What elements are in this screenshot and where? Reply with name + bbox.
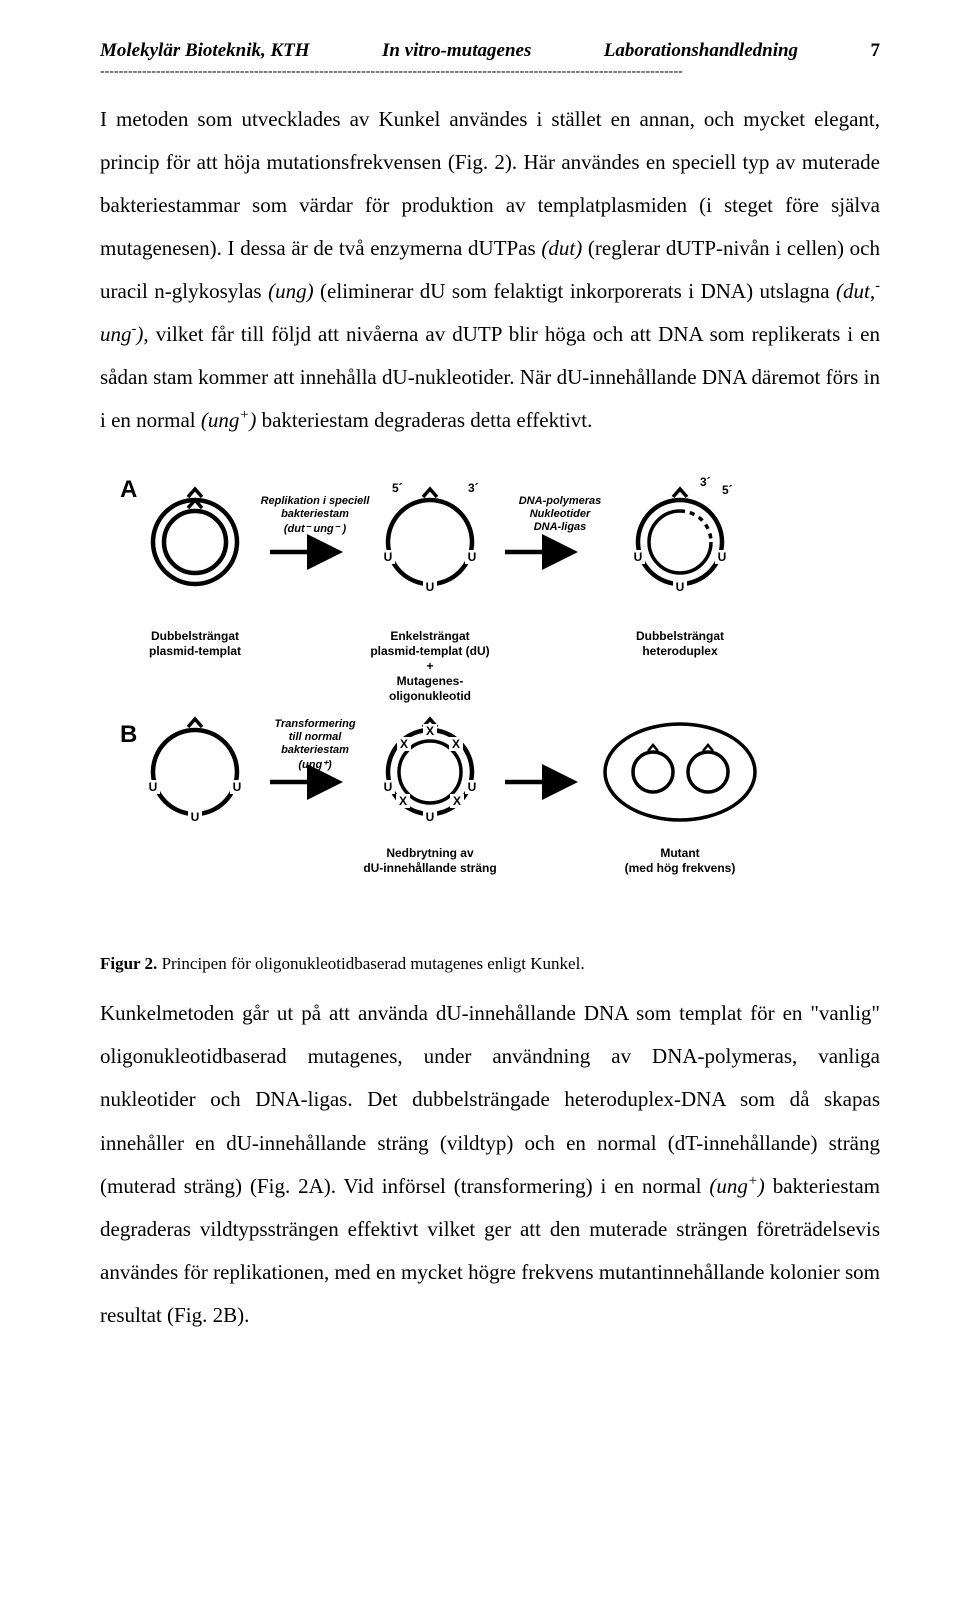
figure-2-svg: .ft { font-family: Arial, Helvetica, san…	[120, 472, 860, 942]
svg-text:dU-innehållande sträng: dU-innehållande sträng	[363, 861, 496, 875]
page: Molekylär Bioteknik, KTH In vitro-mutage…	[0, 0, 960, 1397]
caption-rest: Principen för oligonukleotidbaserad muta…	[157, 954, 584, 973]
svg-text:Dubbelsträngat: Dubbelsträngat	[636, 629, 724, 643]
svg-text:U: U	[718, 550, 727, 564]
page-header: Molekylär Bioteknik, KTH In vitro-mutage…	[100, 40, 880, 62]
figure-2-caption: Figur 2. Principen för oligonukleotidbas…	[100, 954, 880, 974]
svg-text:U: U	[426, 810, 435, 824]
svg-text:U: U	[384, 550, 393, 564]
svg-text:U: U	[191, 810, 200, 824]
svg-text:heteroduplex: heteroduplex	[642, 644, 718, 658]
svg-text:X: X	[400, 737, 408, 751]
header-rule: ----------------------------------------…	[100, 64, 880, 80]
plasmid-heteroduplex: 3´ 5´ U U U	[631, 475, 733, 594]
svg-text:(med hög frekvens): (med hög frekvens)	[625, 861, 736, 875]
svg-text:Enkelsträngat: Enkelsträngat	[390, 629, 469, 643]
figure-2: .ft { font-family: Arial, Helvetica, san…	[100, 472, 880, 942]
svg-text:U: U	[468, 550, 477, 564]
plasmid-ds-template	[153, 489, 237, 584]
stepB-text: Transformering till normal bakteriestam …	[274, 718, 355, 771]
panel-b-label: B	[120, 721, 137, 748]
mutant-cell	[605, 724, 755, 820]
header-pagenum: 7	[871, 40, 881, 62]
svg-text:oligonukleotid: oligonukleotid	[389, 689, 471, 703]
svg-text:X: X	[426, 724, 434, 738]
svg-text:X: X	[399, 794, 407, 808]
header-right: Laborationshandledning	[604, 40, 798, 62]
svg-text:Dubbelsträngat: Dubbelsträngat	[151, 629, 239, 643]
paragraph-2: Kunkelmetoden går ut på att använda dU-i…	[100, 992, 880, 1336]
paragraph-1: I metoden som utvecklades av Kunkel anvä…	[100, 98, 880, 442]
svg-text:Transformering: Transformering	[274, 718, 355, 730]
svg-text:5´: 5´	[722, 483, 733, 497]
svg-text:Replikation i speciell: Replikation i speciell	[261, 495, 371, 507]
svg-text:till normal: till normal	[289, 731, 343, 743]
svg-text:bakteriestam: bakteriestam	[281, 508, 349, 520]
svg-text:U: U	[233, 780, 242, 794]
plasmid-b2: U U U X X X X X	[381, 719, 479, 824]
svg-text:plasmid-templat (dU): plasmid-templat (dU)	[370, 644, 489, 658]
svg-text:Mutagenes-: Mutagenes-	[397, 674, 464, 688]
header-left: Molekylär Bioteknik, KTH	[100, 40, 310, 62]
step1-text: Replikation i speciell bakteriestam (dut…	[261, 495, 371, 535]
svg-text:5´: 5´	[392, 481, 403, 495]
svg-text:U: U	[426, 580, 435, 594]
plasmid-ss-template: 5´ 3´ U U U	[381, 481, 479, 594]
rowA-bottom-labels: Dubbelsträngat plasmid-templat Enkelsträ…	[149, 629, 724, 703]
svg-text:+: +	[426, 659, 433, 673]
rowB-bottom-labels: Nedbrytning av dU-innehållande sträng Mu…	[363, 846, 735, 875]
svg-text:U: U	[676, 580, 685, 594]
svg-text:DNA-ligas: DNA-ligas	[534, 521, 587, 533]
svg-text:3´: 3´	[700, 475, 711, 489]
svg-text:plasmid-templat: plasmid-templat	[149, 644, 241, 658]
header-center: In vitro-mutagenes	[382, 40, 531, 62]
svg-text:X: X	[453, 794, 461, 808]
step2-text: DNA-polymeras Nukleotider DNA-ligas	[519, 495, 602, 533]
svg-text:(dut⁻ ung⁻ ): (dut⁻ ung⁻ )	[284, 523, 347, 535]
svg-text:Nedbrytning av: Nedbrytning av	[386, 846, 474, 860]
svg-text:U: U	[634, 550, 643, 564]
svg-text:U: U	[384, 780, 393, 794]
svg-text:U: U	[468, 780, 477, 794]
plasmid-b1: U U U	[146, 719, 244, 824]
svg-text:Mutant: Mutant	[660, 846, 699, 860]
caption-bold: Figur 2.	[100, 954, 157, 973]
svg-text:bakteriestam: bakteriestam	[281, 744, 349, 756]
panel-a-label: A	[120, 476, 137, 503]
svg-text:3´: 3´	[468, 481, 479, 495]
svg-text:(ung⁺): (ung⁺)	[298, 759, 332, 771]
svg-text:Nukleotider: Nukleotider	[530, 508, 591, 520]
svg-text:X: X	[452, 737, 460, 751]
svg-text:U: U	[149, 780, 158, 794]
svg-text:DNA-polymeras: DNA-polymeras	[519, 495, 602, 507]
